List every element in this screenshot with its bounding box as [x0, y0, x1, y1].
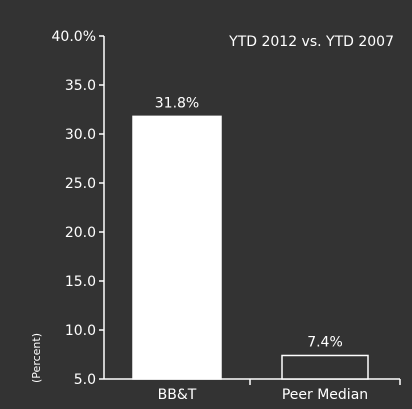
category-labels: BB&T Peer Median — [158, 379, 401, 403]
y-tick-label: 20.0 — [65, 225, 96, 241]
bar-1 — [281, 354, 369, 380]
bar-0 — [132, 115, 222, 380]
y-tick-label: 30.0 — [65, 127, 96, 143]
category-label-0: BB&T — [158, 387, 197, 403]
y-tick-label: 35.0 — [65, 78, 96, 94]
y-axis-label: (Percent) — [30, 333, 43, 383]
y-tick-label: 40.0% — [52, 29, 96, 45]
category-label-1: Peer Median — [282, 387, 368, 403]
bars — [132, 115, 369, 380]
y-tick-label: 10.0 — [65, 323, 96, 339]
data-labels: 31.8% 7.4% — [155, 95, 343, 350]
y-tick-label: 5.0 — [74, 372, 96, 388]
data-label-1: 7.4% — [307, 334, 343, 350]
y-axis-ticks: 40.0% 35.0 30.0 25.0 20.0 15.0 10.0 5.0 — [52, 29, 104, 388]
chart-title: YTD 2012 vs. YTD 2007 — [228, 34, 394, 50]
data-label-0: 31.8% — [155, 95, 199, 111]
y-tick-label: 15.0 — [65, 274, 96, 290]
y-tick-label: 25.0 — [65, 176, 96, 192]
